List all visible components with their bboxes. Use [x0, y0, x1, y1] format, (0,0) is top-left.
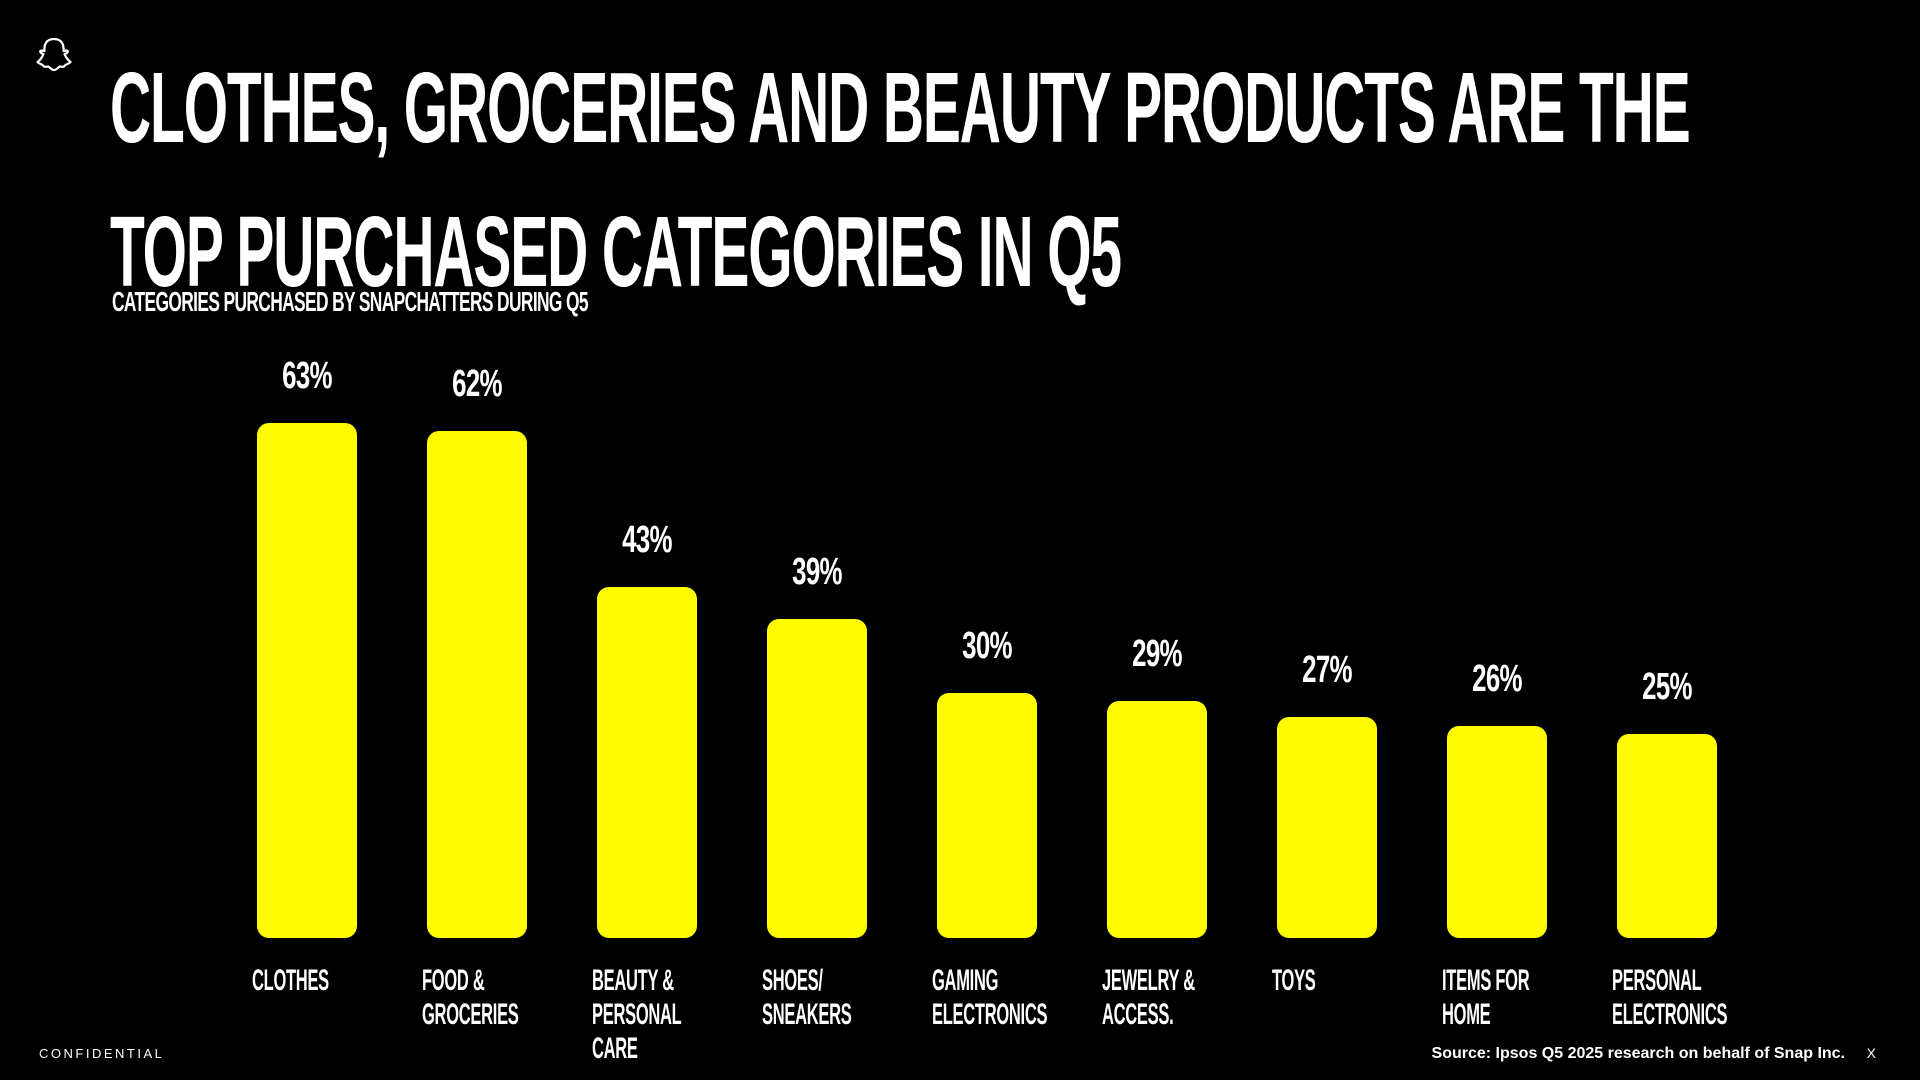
x-tick-label: FOOD & GROCERIES	[422, 964, 519, 1031]
bar	[257, 423, 357, 938]
bar	[767, 619, 867, 938]
value-label: 27%	[1302, 649, 1352, 692]
corner-mark: X	[1866, 1045, 1876, 1061]
x-tick-label: JEWELRY & ACCESS.	[1102, 964, 1195, 1031]
bar	[1107, 701, 1207, 938]
value-label: 29%	[1132, 633, 1182, 676]
bar	[597, 586, 697, 938]
value-label: 30%	[962, 624, 1012, 667]
bar	[1617, 733, 1717, 938]
value-label: 26%	[1472, 657, 1522, 700]
source-note: Source: Ipsos Q5 2025 research on behalf…	[1431, 1045, 1845, 1062]
x-tick-label: SHOES/ SNEAKERS	[762, 964, 852, 1031]
bar	[1447, 725, 1547, 938]
value-label: 43%	[622, 518, 672, 561]
x-tick-label: GAMING ELECTRONICS	[932, 964, 1048, 1031]
x-tick-label: ITEMS FOR HOME	[1442, 964, 1530, 1031]
chart-subtitle: CATEGORIES PURCHASED BY SNAPCHATTERS DUR…	[112, 286, 589, 317]
snap-logo	[36, 37, 72, 72]
value-label: 25%	[1642, 665, 1692, 708]
bar	[427, 431, 527, 938]
x-tick-label: PERSONAL ELECTRONICS	[1612, 964, 1728, 1031]
x-tick-label: TOYS	[1272, 964, 1316, 997]
value-label: 62%	[452, 363, 502, 406]
bar	[1277, 717, 1377, 938]
confidential-label: CONFIDENTIAL	[39, 1046, 165, 1061]
x-tick-label: CLOTHES	[252, 964, 329, 997]
value-label: 63%	[282, 355, 332, 398]
x-tick-label: BEAUTY & PERSONAL CARE	[592, 964, 682, 1065]
value-label: 39%	[792, 551, 842, 594]
chart-title: CLOTHES, GROCERIES AND BEAUTY PRODUCTS A…	[110, 52, 1691, 308]
bar	[937, 692, 1037, 938]
